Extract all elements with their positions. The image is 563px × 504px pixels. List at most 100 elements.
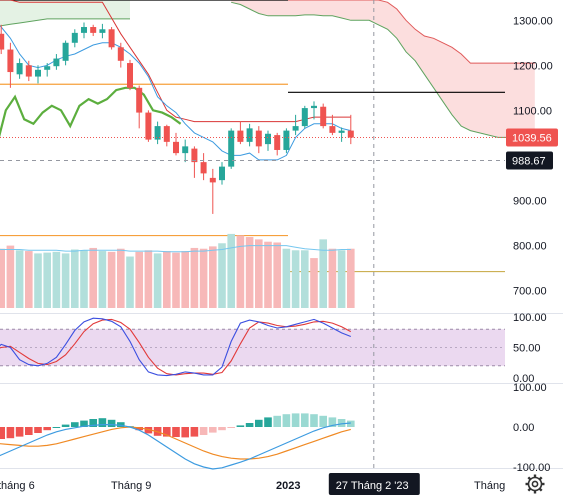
stoch-d-line — [0, 318, 352, 376]
volume-bar — [172, 252, 180, 308]
settings-button[interactable] — [523, 472, 547, 496]
macd-histogram-bar — [98, 418, 107, 427]
volume-bar — [227, 233, 235, 308]
candle-body — [237, 130, 244, 142]
volume-bar — [190, 247, 199, 308]
time-tick-label: Tháng — [474, 480, 505, 492]
macd-histogram-bar — [0, 427, 5, 439]
candle-body — [81, 27, 87, 33]
stoch-tick-label: 50.00 — [513, 343, 541, 355]
price-tick-label: 1200.00 — [513, 60, 553, 72]
candle-body — [265, 133, 271, 145]
price-tick-label: 900.00 — [513, 195, 547, 207]
candle-body — [255, 130, 262, 147]
volume-bar — [107, 251, 116, 308]
candle-body — [99, 29, 106, 33]
macd-histogram-bar — [347, 420, 355, 427]
candle-body — [25, 65, 32, 77]
macd-histogram-bar — [15, 427, 24, 437]
candle-body — [200, 162, 207, 174]
volume-bar — [117, 248, 125, 308]
candle-body — [173, 141, 179, 154]
candle-body — [338, 130, 345, 133]
volume-bar — [310, 258, 318, 308]
candle-body — [292, 126, 299, 131]
volume-bar — [153, 253, 162, 308]
crosshair-time-label: 27 Tháng 2 '23 — [336, 480, 409, 492]
macd-histogram-bar — [328, 417, 337, 427]
ichimoku-cloud-bearish — [231, 0, 535, 138]
macd-histogram-bar — [25, 427, 33, 435]
volume-bar — [273, 242, 281, 308]
volume-bar — [301, 250, 309, 308]
candle-body — [117, 47, 124, 61]
ichimoku-span-b — [231, 0, 535, 64]
macd-histogram-bar — [144, 427, 153, 434]
macd-histogram-bar — [236, 425, 245, 427]
ichimoku-span-a — [231, 1, 535, 138]
candle-body — [320, 106, 327, 127]
macd-histogram-bar — [218, 427, 226, 431]
macd-histogram-bar — [291, 413, 300, 427]
volume-bar — [71, 249, 79, 308]
crosshair-price-label: 988.67 — [512, 155, 546, 167]
volume-bar — [43, 252, 51, 308]
macd-histogram-bar — [52, 427, 61, 428]
macd-line — [0, 422, 351, 470]
volume-bar — [236, 235, 245, 308]
macd-histogram-bar — [227, 427, 235, 428]
price-tick-label: 1300.00 — [513, 15, 553, 27]
candle-body — [136, 87, 143, 113]
stoch-tick-label: 100.00 — [513, 312, 547, 324]
volume-bar — [181, 251, 189, 308]
volume-bar — [347, 248, 355, 308]
macd-histogram-bar — [135, 427, 143, 431]
candle-body — [347, 130, 354, 138]
stoch-k-line — [0, 317, 352, 377]
price-tick-label: 1100.00 — [513, 105, 552, 117]
macd-histogram-bar — [310, 414, 318, 427]
candle-body — [127, 63, 133, 88]
macd-histogram-bar — [245, 423, 254, 427]
candle-body — [108, 29, 115, 48]
volume-bar — [199, 248, 208, 308]
time-tick-label: 2023 — [276, 480, 300, 492]
candle-body — [274, 135, 281, 150]
macd-tick-label: 0.00 — [513, 422, 534, 434]
volume-bar — [264, 241, 272, 308]
volume-bar — [163, 251, 171, 308]
volume-bar — [282, 248, 291, 308]
candle-body — [283, 130, 290, 150]
macd-histogram-bar — [264, 417, 272, 427]
candle-body — [219, 166, 225, 181]
stoch-tick-label: 0.00 — [513, 373, 534, 385]
macd-histogram-bar — [6, 427, 15, 439]
macd-histogram-bar — [71, 422, 79, 427]
candle-body — [7, 49, 14, 73]
candle-body — [311, 105, 317, 109]
candle-body — [191, 148, 198, 163]
volume-bar — [34, 253, 42, 308]
crosshair-price-badge — [506, 151, 553, 170]
volume-bar — [291, 250, 300, 308]
macd-histogram-bar — [190, 427, 199, 437]
volume-bar — [319, 239, 327, 308]
volume-bar — [25, 251, 33, 308]
volume-bar — [144, 250, 153, 308]
candle-body — [145, 112, 152, 140]
last-price-badge — [506, 128, 558, 147]
candle-body — [53, 58, 60, 67]
macd-histogram-bar — [89, 419, 97, 427]
macd-histogram-bar — [209, 427, 217, 433]
candle-body — [228, 130, 235, 167]
macd-histogram-bar — [282, 414, 291, 427]
tenkan-line — [0, 25, 351, 161]
volume-bar — [98, 251, 107, 308]
time-tick-label: Tháng 9 — [111, 480, 151, 492]
macd-histogram-bar — [199, 427, 208, 435]
crosshair-time-badge — [328, 473, 420, 495]
candle-body — [44, 66, 51, 70]
macd-signal-line — [0, 426, 351, 460]
